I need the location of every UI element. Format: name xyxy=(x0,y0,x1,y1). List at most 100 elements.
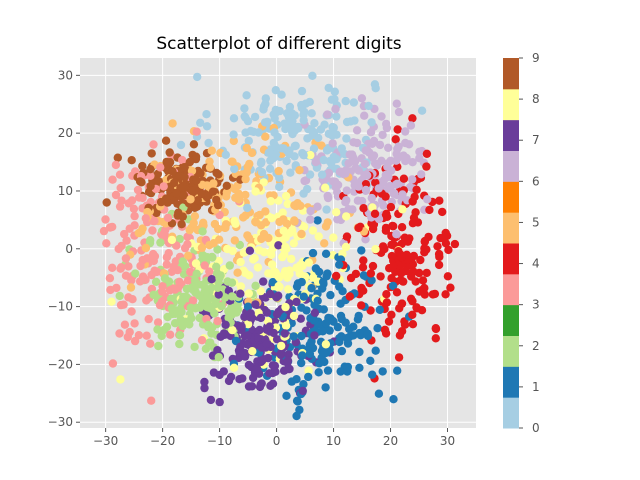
scatter-point-digit-3 xyxy=(128,295,137,304)
y-axis: 30 20 10 0 −10 −20 −30 xyxy=(48,68,80,429)
scatter-point-digit-3 xyxy=(148,226,157,235)
scatter-point-digit-2 xyxy=(154,341,163,351)
scatter-point-digit-5 xyxy=(126,283,136,292)
colorbar-tick-label: 8 xyxy=(532,92,540,106)
scatter-point-digit-3 xyxy=(127,196,137,205)
scatter-point-digit-0 xyxy=(285,102,295,112)
colorbar-segment xyxy=(503,58,519,90)
scatter-point-digit-5 xyxy=(323,218,332,227)
scatter-point-digit-5 xyxy=(241,190,250,200)
scatter-point-digit-4 xyxy=(380,244,389,254)
scatter-point-digit-6 xyxy=(331,104,340,114)
scatter-point-digit-8 xyxy=(191,259,201,268)
scatter-point-digit-1 xyxy=(297,303,306,312)
scatter-point-digit-3 xyxy=(134,331,144,340)
scatter-point-digit-2 xyxy=(160,274,170,283)
scatter-point-digit-2 xyxy=(217,302,226,311)
scatter-point-digit-4 xyxy=(420,290,429,299)
scatter-point-digit-0 xyxy=(297,86,307,96)
scatter-point-digit-6 xyxy=(347,150,357,159)
scatter-point-digit-4 xyxy=(400,233,409,242)
scatter-point-digit-7 xyxy=(269,328,278,338)
scatter-point-digit-8 xyxy=(289,239,298,248)
scatter-point-digit-6 xyxy=(328,139,337,148)
scatter-point-digit-2 xyxy=(216,271,225,280)
colorbar-segment xyxy=(503,88,519,121)
scatter-point-digit-3 xyxy=(162,253,172,262)
scatter-point-digit-2 xyxy=(206,293,215,303)
scatter-point-digit-4 xyxy=(345,292,354,301)
scatter-point-digit-0 xyxy=(241,113,250,123)
scatter-point-digit-2 xyxy=(201,344,211,353)
scatter-point-digit-7 xyxy=(255,325,264,335)
scatter-point-digit-6 xyxy=(367,193,376,203)
scatter-point-digit-6 xyxy=(423,195,432,204)
scatter-point-digit-4 xyxy=(399,174,409,183)
scatter-point-digit-2 xyxy=(206,284,215,294)
scatter-point-digit-5 xyxy=(221,223,230,232)
scatter-point-digit-4 xyxy=(397,269,406,278)
scatter-point-digit-4 xyxy=(434,260,444,270)
scatter-point-digit-9 xyxy=(165,148,174,157)
scatter-point-digit-4 xyxy=(387,310,396,319)
scatter-point-digit-7 xyxy=(207,275,216,284)
scatter-point-digit-6 xyxy=(333,215,342,224)
scatter-point-digit-2 xyxy=(232,308,241,317)
scatter-point-digit-6 xyxy=(323,110,332,119)
scatter-point-digit-8 xyxy=(267,260,277,269)
scatter-point-digit-5 xyxy=(197,243,207,252)
scatter-point-digit-5 xyxy=(184,251,193,260)
scatter-point-digit-8 xyxy=(398,205,407,214)
scatter-point-digit-3 xyxy=(180,243,190,253)
scatter-point-digit-8 xyxy=(329,233,338,242)
scatter-point-digit-8 xyxy=(253,263,263,272)
scatter-point-digit-1 xyxy=(357,246,366,255)
scatter-point-digit-5 xyxy=(186,195,195,204)
scatter-point-digit-3 xyxy=(197,336,207,345)
colorbar-tick-label: 7 xyxy=(532,133,540,147)
scatter-point-digit-0 xyxy=(240,104,249,113)
scatter-point-digit-0 xyxy=(275,173,284,182)
scatter-point-digit-1 xyxy=(297,358,306,368)
scatter-point-digit-3 xyxy=(112,283,121,293)
scatter-point-digit-7 xyxy=(216,332,225,341)
scatter-point-digit-8 xyxy=(332,208,341,217)
scatter-point-digit-4 xyxy=(435,252,444,262)
scatter-point-digit-8 xyxy=(229,363,239,372)
scatter-point-digit-7 xyxy=(259,277,268,286)
scatter-point-digit-3 xyxy=(149,140,158,149)
scatter-point-digit-1 xyxy=(389,395,398,404)
scatter-point-digit-4 xyxy=(443,272,453,281)
scatter-point-digit-2 xyxy=(195,313,204,323)
scatter-point-digit-5 xyxy=(243,231,252,240)
scatter-point-digit-7 xyxy=(271,367,280,376)
scatter-point-digit-1 xyxy=(243,302,253,311)
scatter-point-digit-3 xyxy=(163,213,173,222)
scatter-point-digit-6 xyxy=(415,154,424,163)
scatter-point-digit-1 xyxy=(298,351,307,360)
scatter-point-digit-4 xyxy=(397,327,407,336)
scatter-point-digit-3 xyxy=(175,277,184,286)
scatter-point-digit-3 xyxy=(124,262,133,271)
scatter-point-digit-4 xyxy=(351,269,361,279)
scatter-point-digit-7 xyxy=(238,374,247,383)
scatter-point-digit-3 xyxy=(158,282,167,291)
scatter-point-digit-3 xyxy=(173,265,182,275)
scatter-point-digit-4 xyxy=(394,247,403,256)
scatter-point-digit-3 xyxy=(108,359,118,368)
scatter-point-digit-9 xyxy=(187,186,196,195)
scatter-point-digit-3 xyxy=(123,332,132,342)
scatter-point-digit-9 xyxy=(222,181,231,190)
scatter-point-digit-5 xyxy=(295,166,304,175)
scatter-point-digit-7 xyxy=(252,364,262,373)
scatter-point-digit-8 xyxy=(231,219,240,228)
scatter-point-digit-2 xyxy=(223,277,232,286)
scatter-point-digit-4 xyxy=(438,207,447,217)
scatter-point-digit-8 xyxy=(256,286,265,296)
scatter-point-digit-8 xyxy=(274,281,283,291)
scatter-point-digit-7 xyxy=(266,381,275,390)
scatter-point-digit-4 xyxy=(366,306,375,315)
scatter-point-digit-4 xyxy=(391,135,400,144)
scatter-point-digit-2 xyxy=(190,342,199,352)
